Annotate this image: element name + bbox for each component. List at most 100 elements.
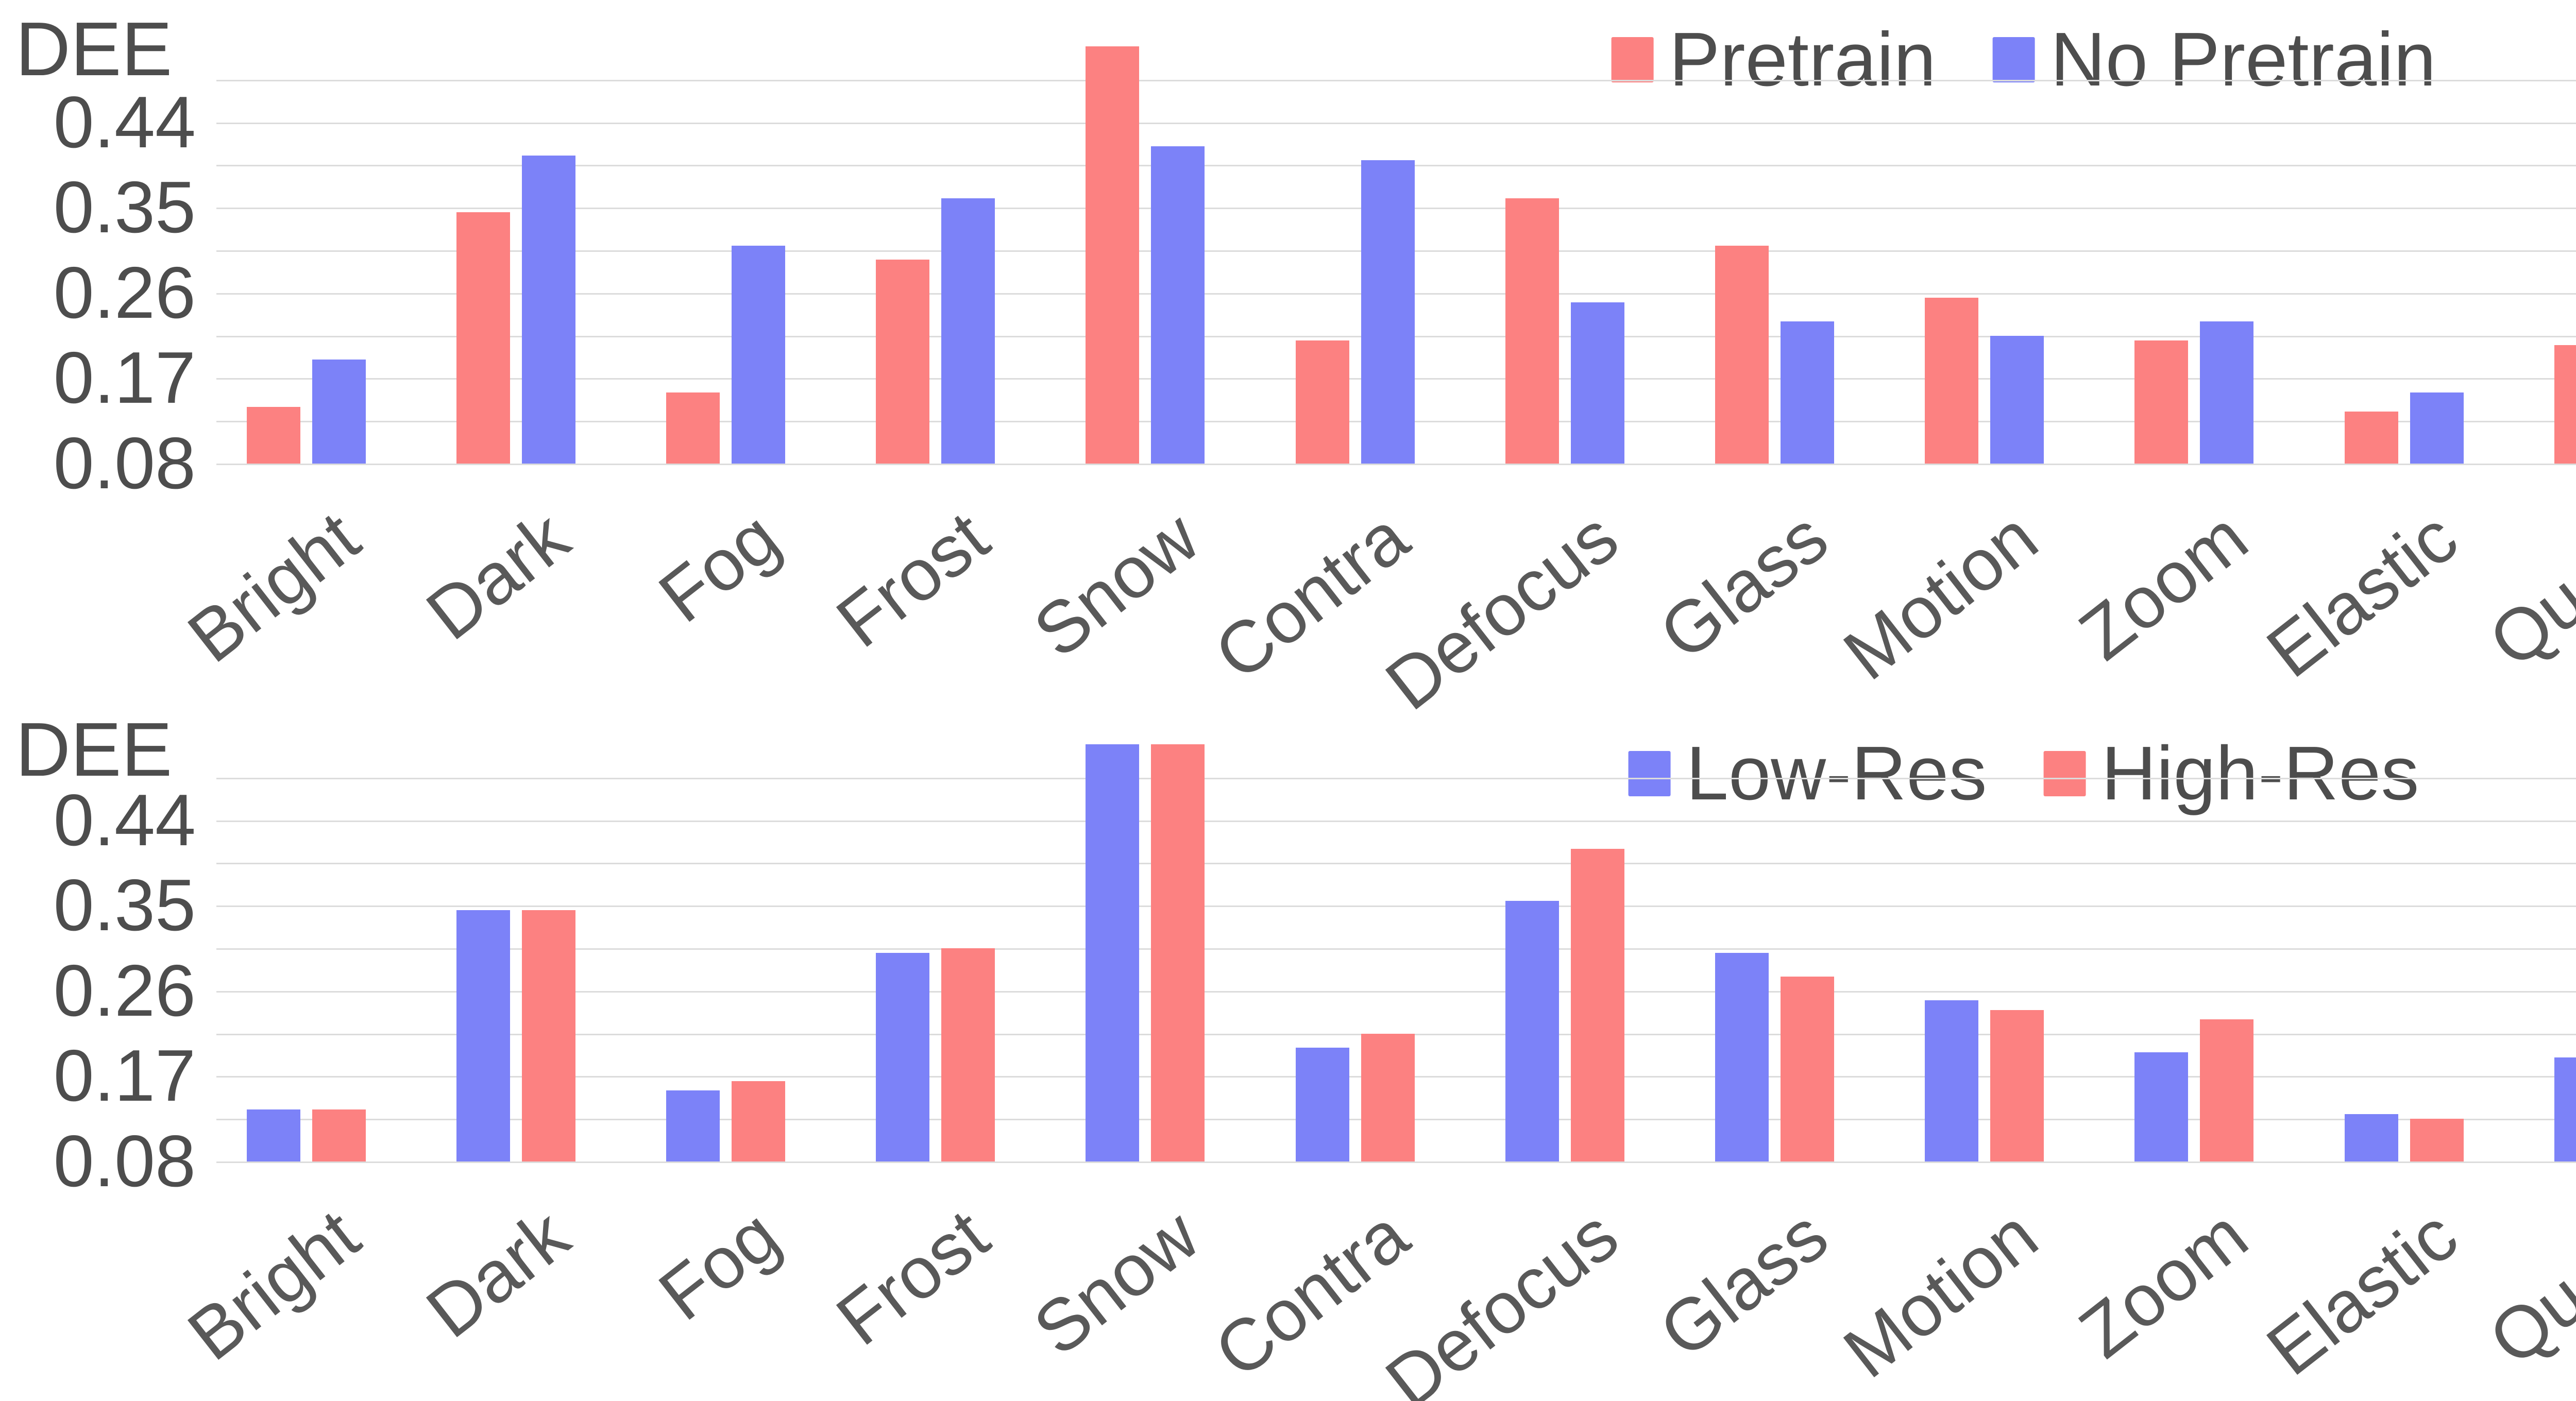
x-axis-label-fog: Fog <box>644 1193 794 1336</box>
bar-no-pretrain-elastic <box>2410 392 2464 464</box>
bar-high-res-dark <box>522 910 575 1161</box>
gridline <box>216 464 2576 465</box>
bar-high-res-bright <box>312 1109 366 1161</box>
bar-low-res-fog <box>666 1090 720 1161</box>
x-axis-label-defocus: Defocus <box>1371 1193 1633 1401</box>
legend-label-low-res: Low-Res <box>1686 731 1987 816</box>
bar-pretrain-snow <box>1086 46 1139 464</box>
bar-high-res-defocus <box>1571 849 1624 1161</box>
bar-no-pretrain-dark <box>522 156 575 464</box>
bar-no-pretrain-frost <box>941 198 995 464</box>
bar-low-res-dark <box>456 910 510 1161</box>
bar-low-res-frost <box>876 953 929 1161</box>
y-tick-label: 0.44 <box>53 81 196 163</box>
legend-item-high-res: High-Res <box>2043 731 2419 816</box>
y-tick-label: 0.08 <box>53 422 196 504</box>
high-res-swatch-icon <box>2043 751 2086 796</box>
gridline <box>216 863 2576 864</box>
y-tick-label: 0.35 <box>53 864 196 946</box>
bar-pretrain-motion <box>1925 298 1978 464</box>
bar-high-res-contra <box>1361 1034 1415 1161</box>
bar-pretrain-bright <box>247 407 300 464</box>
bar-no-pretrain-glass <box>1781 321 1834 464</box>
x-axis-label-zoom: Zoom <box>2064 1193 2263 1374</box>
gridline <box>216 948 2576 950</box>
bar-pretrain-dark <box>456 212 510 464</box>
gridline <box>216 991 2576 993</box>
bar-low-res-motion <box>1925 1000 1978 1161</box>
bar-no-pretrain-fog <box>732 246 785 464</box>
bar-no-pretrain-defocus <box>1571 302 1624 464</box>
x-axis-label-bright: Bright <box>173 496 375 678</box>
bar-low-res-elastic <box>2345 1114 2398 1161</box>
gridline <box>216 123 2576 124</box>
bar-high-res-frost <box>941 948 995 1161</box>
gridline <box>216 80 2576 81</box>
pretrain-swatch-icon <box>1611 37 1654 82</box>
x-axis-label-dark: Dark <box>412 496 584 656</box>
x-axis-label-elastic: Elastic <box>2251 496 2472 693</box>
bar-high-res-glass <box>1781 977 1834 1161</box>
x-axis-label-motion: Motion <box>1829 496 2053 696</box>
y-tick-label: 0.44 <box>53 779 196 861</box>
y-tick-label: 0.35 <box>53 166 196 248</box>
x-axis-label-defocus: Defocus <box>1371 496 1633 726</box>
bar-pretrain-glass <box>1715 246 1769 464</box>
bar-no-pretrain-contra <box>1361 160 1415 464</box>
legend-item-no-pretrain: No Pretrain <box>1992 17 2436 102</box>
bar-low-res-quant <box>2554 1057 2576 1161</box>
legend-item-low-res: Low-Res <box>1628 731 1987 816</box>
bar-low-res-bright <box>247 1109 300 1161</box>
gridline <box>216 1161 2576 1163</box>
no-pretrain-swatch-icon <box>1992 37 2035 82</box>
bar-no-pretrain-motion <box>1990 336 2044 464</box>
gridline <box>216 778 2576 779</box>
bar-low-res-zoom <box>2134 1052 2188 1161</box>
y-axis-title-bottom: DEE <box>15 707 173 792</box>
legend-label-no-pretrain: No Pretrain <box>2050 17 2436 102</box>
x-axis-label-dark: Dark <box>412 1193 584 1354</box>
bar-no-pretrain-bright <box>312 360 366 464</box>
bar-pretrain-frost <box>876 260 929 464</box>
bar-high-res-elastic <box>2410 1119 2464 1161</box>
bar-pretrain-zoom <box>2134 340 2188 464</box>
x-axis-label-fog: Fog <box>644 496 794 638</box>
bar-low-res-snow <box>1086 744 1139 1161</box>
x-axis-label-quant: Quant <box>2474 496 2576 684</box>
x-axis-label-bright: Bright <box>173 1193 375 1376</box>
x-axis-label-motion: Motion <box>1829 1193 2053 1394</box>
legend-label-high-res: High-Res <box>2101 731 2419 816</box>
gridline <box>216 821 2576 822</box>
y-tick-label: 0.08 <box>53 1120 196 1202</box>
y-tick-label: 0.17 <box>53 337 196 419</box>
bar-high-res-motion <box>1990 1010 2044 1161</box>
bar-pretrain-fog <box>666 392 720 464</box>
bar-pretrain-defocus <box>1505 198 1559 464</box>
x-axis-label-glass: Glass <box>1645 1193 1843 1374</box>
bar-high-res-fog <box>732 1081 785 1161</box>
x-axis-label-frost: Frost <box>822 1193 1004 1361</box>
x-axis-label-elastic: Elastic <box>2251 1193 2472 1391</box>
bar-no-pretrain-zoom <box>2200 321 2253 464</box>
bar-pretrain-elastic <box>2345 412 2398 464</box>
bar-pretrain-contra <box>1296 340 1349 464</box>
bar-high-res-zoom <box>2200 1019 2253 1161</box>
x-axis-label-zoom: Zoom <box>2064 496 2263 676</box>
x-axis-label-snow: Snow <box>1019 496 1214 673</box>
legend-item-pretrain: Pretrain <box>1611 17 1936 102</box>
legend-top: Pretrain No Pretrain <box>1611 17 2436 102</box>
bar-no-pretrain-snow <box>1151 146 1205 464</box>
legend-bottom: Low-Res High-Res <box>1628 731 2419 816</box>
y-tick-label: 0.17 <box>53 1035 196 1117</box>
y-axis-title-top: DEE <box>15 7 173 92</box>
x-axis-label-quant: Quant <box>2474 1193 2576 1381</box>
low-res-swatch-icon <box>1628 751 1671 796</box>
bar-low-res-defocus <box>1505 901 1559 1161</box>
x-axis-label-frost: Frost <box>822 496 1004 663</box>
y-tick-label: 0.26 <box>53 950 196 1032</box>
bar-low-res-contra <box>1296 1048 1349 1161</box>
x-axis-label-glass: Glass <box>1645 496 1843 676</box>
y-tick-label: 0.26 <box>53 252 196 334</box>
legend-label-pretrain: Pretrain <box>1669 17 1936 102</box>
